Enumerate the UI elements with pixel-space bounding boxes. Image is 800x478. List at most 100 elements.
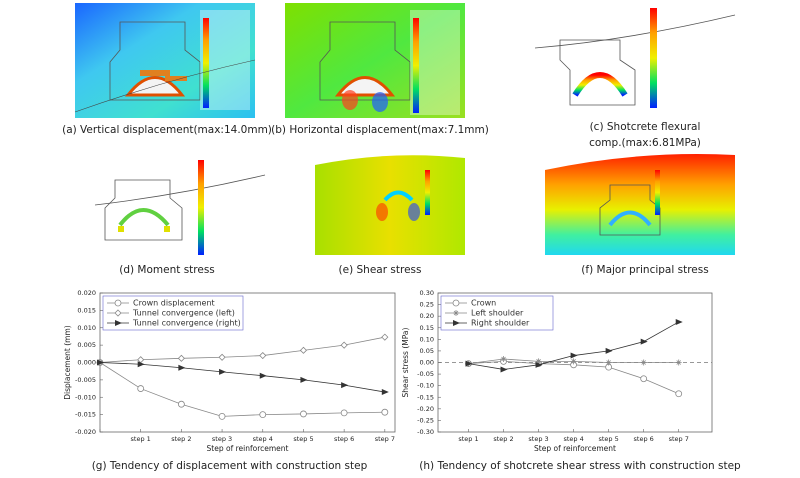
legend-label: Crown — [471, 299, 496, 308]
data-point — [570, 352, 578, 359]
contour-image — [285, 3, 465, 118]
y-tick-label: -0.30 — [417, 428, 434, 436]
x-tick-label: step 6 — [334, 435, 354, 443]
data-point — [381, 408, 389, 416]
y-tick-label: -0.15 — [417, 393, 434, 401]
contour-image — [94, 160, 266, 255]
data-point — [218, 412, 226, 420]
data-point — [535, 358, 542, 365]
x-tick-label: step 1 — [131, 435, 151, 443]
y-tick-label: 0.015 — [77, 306, 96, 314]
chart-caption: (g) Tendency of displacement with constr… — [92, 460, 368, 472]
y-tick-label: 0.30 — [420, 289, 434, 297]
data-point — [465, 360, 473, 367]
contour-image — [315, 155, 465, 255]
figure-caption: comp.(max:6.81MPa) — [589, 137, 701, 149]
data-point — [675, 359, 682, 366]
y-tick-label: -0.20 — [417, 405, 434, 413]
data-point — [675, 318, 683, 325]
data-point — [500, 356, 507, 363]
contour-image — [545, 154, 735, 255]
x-tick-label: step 6 — [634, 435, 654, 443]
data-point — [259, 411, 267, 419]
x-tick-label: step 1 — [458, 435, 478, 443]
y-tick-label: -0.10 — [417, 382, 434, 390]
y-tick-label: 0.020 — [77, 289, 96, 297]
data-point — [640, 359, 647, 366]
figure-caption: (d) Moment stress — [119, 264, 215, 276]
contour-image — [74, 3, 256, 118]
chart-caption: (h) Tendency of shotcrete shear stress w… — [419, 460, 741, 472]
y-tick-label: 0.005 — [77, 341, 96, 349]
data-point — [218, 353, 226, 361]
x-tick-label: step 4 — [563, 435, 583, 443]
data-point — [640, 338, 648, 345]
y-tick-label: -0.015 — [75, 411, 96, 419]
data-point — [115, 320, 122, 326]
figure-caption: (a) Vertical displacement(max:14.0mm) — [62, 124, 272, 136]
data-point — [97, 359, 104, 366]
data-point — [340, 341, 348, 349]
data-point — [453, 320, 460, 326]
data-point — [114, 309, 122, 317]
y-axis-title: Shear stress (MPa) — [401, 327, 410, 397]
y-tick-label: 0.000 — [77, 359, 96, 367]
y-tick-label: 0.010 — [77, 324, 96, 332]
data-point — [178, 364, 186, 371]
x-axis-title: Step of reinforcement — [534, 444, 616, 453]
data-point — [535, 361, 543, 368]
x-tick-label: step 5 — [599, 435, 619, 443]
figure-caption: (f) Major principal stress — [581, 264, 708, 276]
y-tick-label: 0.05 — [420, 347, 434, 355]
data-point — [453, 310, 459, 316]
y-tick-label: -0.05 — [417, 370, 434, 378]
legend-label: Crown displacement — [133, 299, 215, 308]
data-point — [177, 354, 185, 362]
y-tick-label: 0.20 — [420, 312, 434, 320]
y-tick-label: 0.10 — [420, 335, 434, 343]
data-point — [605, 347, 613, 354]
data-point — [114, 299, 122, 307]
figure-caption: (b) Horizontal displacement(max:7.1mm) — [271, 124, 489, 136]
figure-caption: (e) Shear stress — [339, 264, 422, 276]
series-line — [99, 336, 385, 363]
x-tick-label: step 5 — [293, 435, 313, 443]
data-point — [259, 351, 267, 360]
data-point — [300, 376, 308, 383]
data-point — [675, 390, 683, 398]
data-point — [259, 372, 267, 379]
data-point — [137, 361, 145, 368]
data-point — [381, 389, 389, 396]
x-tick-label: step 7 — [669, 435, 689, 443]
legend-label: Tunnel convergence (left) — [132, 309, 235, 318]
data-point — [500, 366, 508, 373]
x-tick-label: step 7 — [375, 435, 395, 443]
y-tick-label: 0.00 — [420, 359, 434, 367]
data-point — [299, 346, 308, 354]
series-line — [99, 362, 385, 417]
x-axis-title: Step of reinforcement — [207, 444, 289, 453]
contour-image — [534, 8, 736, 108]
data-point — [300, 410, 307, 418]
y-tick-label: -0.005 — [75, 376, 96, 384]
data-point — [219, 368, 227, 375]
x-tick-label: step 3 — [212, 435, 232, 443]
series-line — [99, 362, 385, 393]
data-point — [640, 375, 648, 383]
y-tick-label: -0.020 — [75, 428, 96, 436]
legend-label: Right shoulder — [471, 319, 530, 328]
data-point — [570, 358, 577, 365]
data-point — [381, 333, 389, 341]
x-tick-label: step 4 — [253, 435, 273, 443]
y-tick-label: 0.25 — [420, 301, 434, 309]
y-tick-label: -0.25 — [417, 416, 434, 424]
data-point — [605, 359, 612, 366]
data-point — [452, 299, 460, 307]
legend-label: Left shoulder — [471, 309, 524, 318]
y-tick-label: -0.010 — [75, 393, 96, 401]
x-tick-label: step 2 — [171, 435, 191, 443]
data-point — [177, 400, 185, 408]
legend-label: Tunnel convergence (right) — [132, 319, 241, 328]
y-axis-title: Displacement (mm) — [63, 325, 72, 399]
data-point — [341, 382, 349, 389]
